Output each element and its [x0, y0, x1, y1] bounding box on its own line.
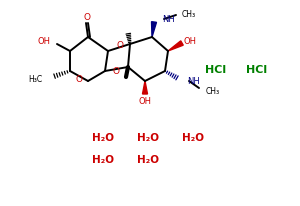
- Text: H₂O: H₂O: [92, 132, 114, 142]
- Text: OH: OH: [139, 97, 152, 106]
- Text: O: O: [112, 67, 119, 76]
- Text: HCl: HCl: [246, 65, 268, 75]
- Text: H₂O: H₂O: [92, 154, 114, 164]
- Text: NH: NH: [187, 77, 200, 86]
- Text: H₂O: H₂O: [182, 132, 204, 142]
- Polygon shape: [152, 23, 157, 38]
- Text: CH₃: CH₃: [182, 9, 196, 18]
- Text: O: O: [76, 74, 82, 83]
- Polygon shape: [168, 42, 183, 52]
- Text: H₂O: H₂O: [137, 132, 159, 142]
- Text: NH: NH: [162, 15, 175, 24]
- Text: H₂O: H₂O: [137, 154, 159, 164]
- Text: HCl: HCl: [206, 65, 226, 75]
- Text: OH: OH: [37, 37, 50, 46]
- Text: O: O: [83, 13, 91, 22]
- Polygon shape: [142, 82, 148, 95]
- Text: O: O: [116, 40, 124, 49]
- Text: CH₃: CH₃: [206, 86, 220, 95]
- Text: H₃C: H₃C: [28, 74, 42, 83]
- Text: OH: OH: [184, 36, 196, 45]
